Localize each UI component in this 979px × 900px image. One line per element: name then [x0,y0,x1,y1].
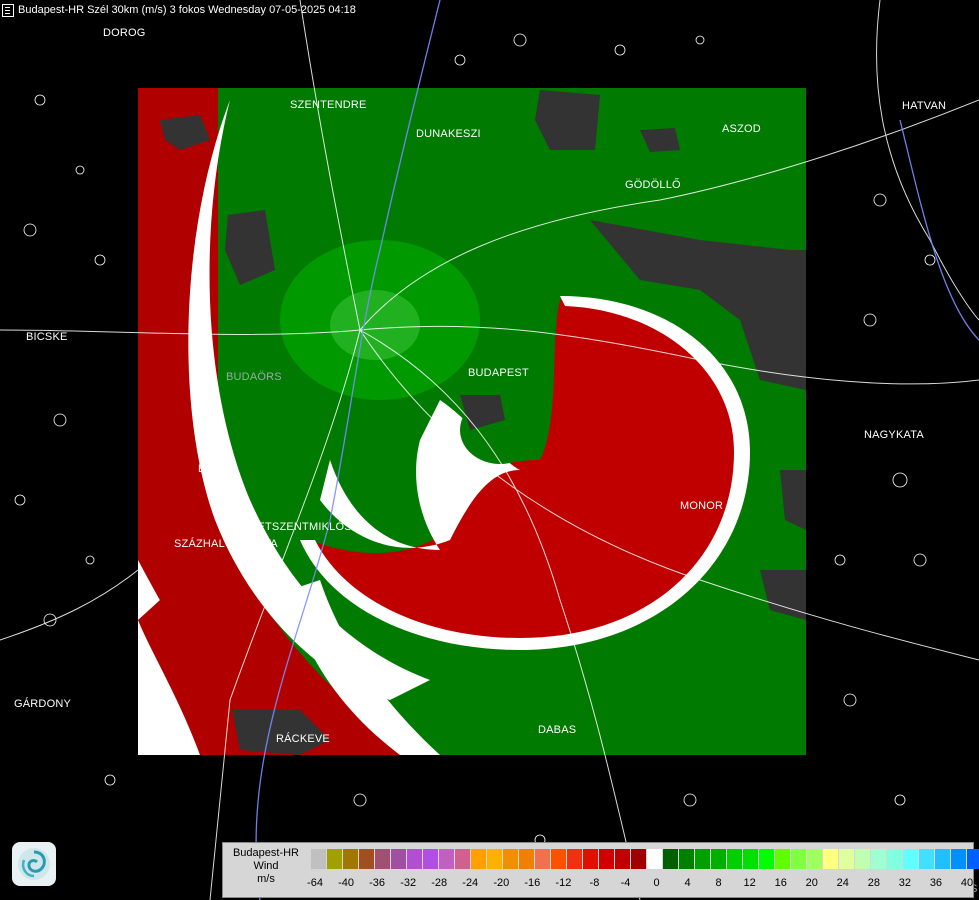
city-label: SZENTENDRE [290,99,367,111]
legend-swatch [647,849,663,869]
legend-swatch [311,849,327,869]
legend-swatch [887,849,903,869]
legend-swatch [519,849,535,869]
legend-swatch [455,849,471,869]
legend-tick: 32 [898,877,912,889]
legend-tick: -32 [400,877,417,889]
legend-swatch [551,849,567,869]
legend-swatches [311,849,979,869]
legend-swatch [951,849,967,869]
city-label: DABAS [538,724,577,736]
legend-swatch [535,849,551,869]
legend-swatch [439,849,455,869]
city-label: BICSKE [26,331,68,343]
legend-swatch [967,849,979,869]
legend-tick: -40 [338,877,354,889]
river-overlay [255,0,979,900]
legend-swatch [599,849,615,869]
legend-swatch [423,849,439,869]
city-label: GÖDÖLLŐ [625,179,681,191]
legend-swatch [903,849,919,869]
city-label: MONOR [680,500,724,512]
legend-swatch [359,849,375,869]
legend-ticks: -64 -40 -36 -32 -28 -24 -20 -16 -12 -8 -4 0 4 8 12 16 20… [307,877,974,891]
legend-tick: -8 [589,877,600,889]
city-label: GÁRDONY [14,698,72,710]
legend-swatch [471,849,487,869]
legend-swatch [583,849,599,869]
met-service-logo [12,842,56,886]
legend-tick: 12 [743,877,756,889]
legend-swatch [743,849,759,869]
legend-tick: -64 [307,877,323,889]
legend-swatch [487,849,503,869]
legend-swatch [759,849,775,869]
legend-tick: 0 [653,877,660,889]
document-icon[interactable] [2,3,14,17]
legend-swatch [919,849,935,869]
legend-tick: -36 [369,877,386,889]
legend-tick: 40 [960,877,974,889]
legend-swatch [615,849,631,869]
legend-tick: 24 [836,877,849,889]
city-label: ERD [198,463,222,475]
city-label: DUNAKESZI [416,128,481,140]
legend-swatch [823,849,839,869]
swirl-icon [18,848,50,880]
city-label: SZÁZHALOMBATTA [174,538,278,550]
legend-tick: -24 [462,877,479,889]
city-label: SZIGETSZENTMIKLÓS [231,521,352,533]
legend-swatch [391,849,407,869]
legend-swatch [375,849,391,869]
legend-tick: 4 [684,877,691,889]
legend-tick: 16 [774,877,787,889]
color-legend: Budapest-HR Wind m/s -64 -40 -36 -32 -28 -24-… [222,842,979,898]
radar-coverage [138,88,806,755]
legend-swatch [791,849,807,869]
city-label: BUDAPEST [468,367,529,379]
legend-label: Budapest-HR Wind m/s [223,847,309,886]
city-label: BUDAÖRS [226,371,282,383]
legend-swatch [775,849,791,869]
city-label: DOROG [103,27,146,39]
legend-swatch [871,849,887,869]
legend-swatch [567,849,583,869]
settlement-outlines [14,33,936,846]
legend-tick: -20 [493,877,510,889]
legend-swatch [727,849,743,869]
map-title: Budapest-HR Szél 30km (m/s) 3 fokos Wedn… [18,4,356,16]
legend-tick: 28 [867,877,880,889]
city-label: NAGYKATA [864,429,924,441]
legend-swatch [695,849,711,869]
legend-swatch [407,849,423,869]
legend-swatch [935,849,951,869]
legend-tick: -16 [524,877,541,889]
legend-swatch [855,849,871,869]
legend-swatch [663,849,679,869]
legend-tick: 36 [929,877,943,889]
legend-swatch [807,849,823,869]
city-label: ASZOD [722,123,761,135]
map-title-bar: Budapest-HR Szél 30km (m/s) 3 fokos Wedn… [0,0,356,20]
legend-swatch [343,849,359,869]
legend-tick: -12 [555,877,572,889]
city-label: HATVAN [902,100,947,112]
legend-tick: 20 [805,877,818,889]
legend-swatch [503,849,519,869]
legend-swatch [631,849,647,869]
legend-product: Wind [253,860,279,872]
city-label: RÁCKEVE [276,733,330,745]
legend-swatch [711,849,727,869]
legend-swatch [839,849,855,869]
legend-swatch [327,849,343,869]
legend-swatch [679,849,695,869]
legend-tick: -28 [431,877,448,889]
legend-tick: 8 [715,877,722,889]
legend-unit: m/s [257,873,275,885]
legend-radar: Budapest-HR [232,847,300,859]
legend-tick: -4 [620,877,631,889]
